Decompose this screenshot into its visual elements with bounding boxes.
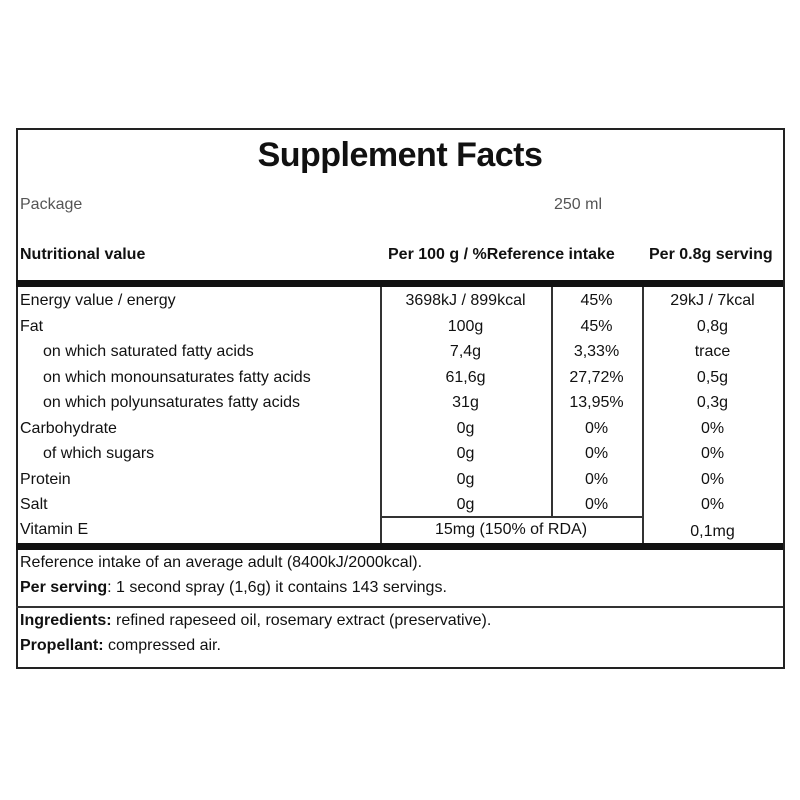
- row-reference-intake: 45%: [580, 292, 613, 309]
- package-value: 250 ml: [554, 196, 603, 213]
- column-divider: [642, 287, 644, 543]
- row-name: Vitamin E: [20, 521, 89, 538]
- row-serving: 0,1mg: [690, 523, 735, 540]
- ingredients-label: Ingredients:: [20, 612, 112, 629]
- supplement-facts-panel: [16, 128, 785, 669]
- row-name: on which saturated fatty acids: [43, 343, 254, 360]
- row-reference-intake: 0%: [584, 470, 609, 488]
- row-serving: 29kJ / 7kcal: [670, 292, 755, 309]
- row-reference-intake: 27,72%: [569, 368, 624, 386]
- row-per100: 7,4g: [449, 343, 482, 360]
- row-name: Carbohydrate: [20, 419, 117, 437]
- row-per100: 0g: [456, 445, 475, 462]
- panel-title: Supplement Facts: [257, 136, 543, 174]
- per-serving-note: Per serving: 1 second spray (1,6g) it co…: [20, 579, 447, 597]
- row-serving: 0%: [700, 445, 725, 462]
- row-per100: 61,6g: [445, 368, 486, 386]
- reference-intake-note: Reference intake of an average adult (84…: [20, 554, 423, 571]
- section-divider: [16, 606, 783, 608]
- column-divider: [551, 287, 553, 517]
- row-name: on which monounsaturates fatty acids: [43, 368, 311, 386]
- row-per100: 15mg (150% of RDA): [434, 521, 588, 538]
- divider-thick: [16, 543, 783, 550]
- row-name: Fat: [20, 317, 44, 335]
- row-per100: 0g: [456, 470, 475, 488]
- row-serving: trace: [694, 343, 731, 360]
- row-name: of which sugars: [43, 445, 155, 462]
- row-per100: 0g: [456, 419, 475, 437]
- row-reference-intake: 13,95%: [569, 394, 624, 411]
- row-per100: 0g: [456, 496, 475, 513]
- row-name: Energy value / energy: [20, 292, 176, 309]
- package-label: Package: [20, 196, 83, 213]
- row-divider: [380, 516, 642, 518]
- header-per-serving: Per 0.8g serving: [649, 246, 773, 263]
- divider-thick: [16, 280, 783, 287]
- row-reference-intake: 3,33%: [573, 343, 620, 360]
- ingredients-text: refined rapeseed oil, rosemary extract (…: [111, 612, 492, 629]
- propellant: Propellant: compressed air.: [20, 637, 221, 655]
- row-serving: 0,5g: [696, 368, 729, 386]
- row-name: on which polyunsaturates fatty acids: [43, 394, 301, 411]
- row-serving: 0,3g: [696, 394, 729, 411]
- ingredients: Ingredients: refined rapeseed oil, rosem…: [20, 612, 491, 630]
- per-serving-text: : 1 second spray (1,6g) it contains 143 …: [107, 579, 447, 596]
- propellant-label: Propellant:: [20, 637, 104, 654]
- row-serving: 0%: [700, 419, 725, 437]
- propellant-text: compressed air.: [103, 637, 221, 654]
- header-nutritional-value: Nutritional value: [20, 246, 146, 263]
- row-reference-intake: 0%: [584, 419, 609, 437]
- row-per100: 31g: [452, 394, 479, 411]
- row-reference-intake: 0%: [584, 445, 609, 462]
- row-per100: 3698kJ / 899kcal: [405, 292, 526, 309]
- per-serving-label: Per serving: [20, 579, 108, 596]
- row-reference-intake: 45%: [580, 317, 613, 335]
- row-reference-intake: 0%: [584, 496, 609, 513]
- row-per100: 100g: [447, 317, 484, 335]
- row-serving: 0%: [700, 470, 725, 488]
- row-serving: 0,8g: [696, 317, 729, 335]
- row-serving: 0%: [700, 496, 725, 513]
- row-name: Protein: [20, 470, 71, 488]
- column-divider: [380, 287, 382, 543]
- row-name: Salt: [20, 496, 48, 513]
- header-per-100g: Per 100 g / %Reference intake: [388, 246, 615, 263]
